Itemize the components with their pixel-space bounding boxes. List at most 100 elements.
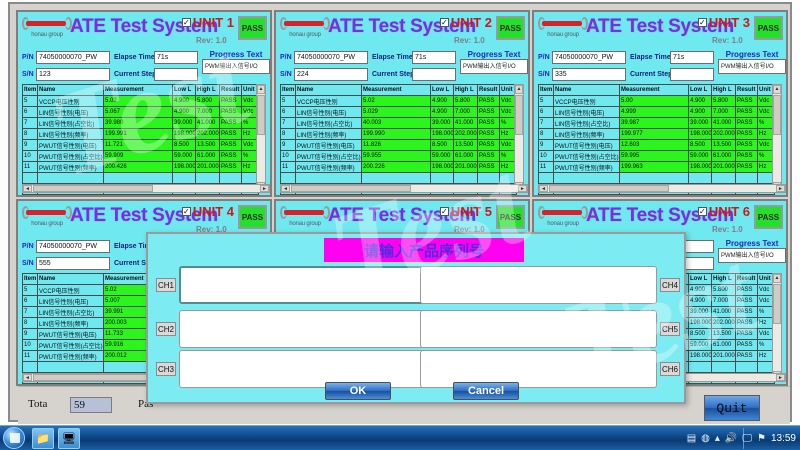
cell-result: PASS bbox=[735, 350, 758, 362]
column-header[interactable]: Item bbox=[22, 273, 38, 285]
cancel-button[interactable]: Cancel bbox=[453, 382, 519, 400]
unit-checkbox[interactable]: ✓ bbox=[181, 18, 191, 27]
progress-text: PWM输出入信号I/O bbox=[460, 59, 528, 74]
ch2-input[interactable] bbox=[179, 310, 434, 348]
column-header[interactable]: Result bbox=[735, 273, 758, 285]
scroll-right-icon[interactable]: ► bbox=[776, 185, 785, 192]
pn-field[interactable]: 74050000070_PW bbox=[552, 51, 626, 64]
column-header[interactable]: Low L bbox=[688, 273, 712, 285]
column-header[interactable]: Result bbox=[477, 84, 500, 96]
start-button-icon[interactable] bbox=[3, 427, 25, 449]
brand-text: honau group bbox=[289, 221, 321, 227]
scroll-thumb[interactable] bbox=[291, 185, 411, 192]
scroll-left-icon[interactable]: ◄ bbox=[539, 185, 548, 192]
scroll-thumb[interactable] bbox=[515, 95, 523, 135]
folder-icon[interactable]: 📁 bbox=[32, 428, 54, 449]
pn-field[interactable]: 74050000070_PW bbox=[294, 51, 368, 64]
app-icon[interactable]: 🖥 bbox=[58, 428, 80, 449]
column-header[interactable]: Name bbox=[37, 84, 104, 96]
monitor-icon[interactable]: 🖵 bbox=[742, 433, 752, 444]
unit-selector[interactable]: ✓ UNIT 4 bbox=[181, 204, 234, 219]
ch1-input[interactable] bbox=[179, 266, 434, 304]
scroll-thumb[interactable] bbox=[549, 185, 669, 192]
scroll-thumb[interactable] bbox=[773, 95, 781, 135]
unit-checkbox[interactable]: ✓ bbox=[697, 18, 707, 27]
cell-high-limit: 13.500 bbox=[195, 139, 220, 151]
column-header[interactable]: Item bbox=[280, 84, 296, 96]
sn-field[interactable]: 555 bbox=[36, 257, 110, 270]
scroll-up-icon[interactable]: ▲ bbox=[773, 274, 781, 283]
unit-checkbox[interactable]: ✓ bbox=[697, 207, 707, 216]
ch4-input[interactable] bbox=[420, 266, 657, 304]
ch3-input[interactable] bbox=[179, 350, 434, 388]
scroll-right-icon[interactable]: ► bbox=[260, 185, 269, 192]
unit-selector[interactable]: ✓ UNIT 3 bbox=[697, 15, 750, 30]
progress-text: PWM输出入信号I/O bbox=[718, 248, 786, 263]
volume-icon[interactable]: 🔊 bbox=[724, 433, 738, 444]
cell-item: 11 bbox=[22, 161, 38, 173]
timing-column: Elapse Time(s)71s Current Step bbox=[630, 50, 714, 84]
column-header[interactable]: Measurement bbox=[619, 84, 689, 96]
network-icon[interactable]: ▤ bbox=[686, 433, 697, 444]
scroll-up-icon[interactable]: ▲ bbox=[773, 85, 781, 94]
globe-icon[interactable]: ◍ bbox=[701, 433, 710, 444]
column-header[interactable]: Low L bbox=[688, 84, 712, 96]
column-header[interactable]: Item bbox=[538, 84, 554, 96]
ok-button[interactable]: OK bbox=[325, 382, 391, 400]
column-header[interactable]: Measurement bbox=[361, 84, 431, 96]
unit-checkbox[interactable]: ✓ bbox=[439, 18, 449, 27]
unit-selector[interactable]: ✓ UNIT 5 bbox=[439, 204, 492, 219]
table-horizontal-scrollbar[interactable]: ◄► bbox=[22, 184, 270, 193]
pn-field[interactable]: 74050000070_PW bbox=[36, 51, 110, 64]
sn-field[interactable]: 123 bbox=[36, 68, 110, 81]
column-header[interactable]: Measurement bbox=[103, 84, 173, 96]
sn-field[interactable]: 335 bbox=[552, 68, 626, 81]
cell-measurement: 12.603 bbox=[619, 139, 689, 151]
ch6-input[interactable] bbox=[420, 350, 657, 388]
ch5-input[interactable] bbox=[420, 310, 657, 348]
scroll-left-icon[interactable]: ◄ bbox=[281, 185, 290, 192]
column-header[interactable]: Result bbox=[735, 84, 758, 96]
scroll-left-icon[interactable]: ◄ bbox=[23, 185, 32, 192]
scroll-thumb[interactable] bbox=[773, 284, 781, 324]
column-header[interactable]: Name bbox=[295, 84, 362, 96]
flag-icon[interactable]: ⚑ bbox=[757, 433, 766, 444]
table-vertical-scrollbar[interactable]: ▲▼ bbox=[772, 273, 782, 381]
pn-field[interactable]: 74050000070_PW bbox=[36, 240, 110, 253]
scroll-up-icon[interactable]: ▲ bbox=[515, 85, 523, 94]
scroll-right-icon[interactable]: ► bbox=[518, 185, 527, 192]
cell-name: PWUT信号性别(频率) bbox=[37, 161, 104, 173]
unit-checkbox[interactable]: ✓ bbox=[439, 207, 449, 216]
unit-selector[interactable]: ✓ UNIT 6 bbox=[697, 204, 750, 219]
quit-button[interactable]: Quit bbox=[704, 395, 760, 421]
cell-high-limit: 202.000 bbox=[711, 128, 736, 140]
unit-checkbox[interactable]: ✓ bbox=[181, 207, 191, 216]
column-header[interactable]: High L bbox=[195, 84, 220, 96]
column-header[interactable]: High L bbox=[453, 84, 478, 96]
scroll-thumb[interactable] bbox=[33, 185, 153, 192]
scroll-up-icon[interactable]: ▲ bbox=[257, 85, 265, 94]
column-header[interactable]: Result bbox=[219, 84, 242, 96]
scroll-right-icon[interactable]: ► bbox=[776, 374, 785, 381]
scroll-left-icon[interactable]: ◄ bbox=[23, 374, 32, 381]
column-header[interactable]: High L bbox=[711, 273, 736, 285]
table-horizontal-scrollbar[interactable]: ◄► bbox=[538, 184, 786, 193]
scroll-thumb[interactable] bbox=[257, 95, 265, 135]
scroll-thumb[interactable] bbox=[33, 374, 153, 381]
column-header[interactable]: Item bbox=[22, 84, 38, 96]
column-header[interactable]: Low L bbox=[172, 84, 196, 96]
column-header[interactable]: Name bbox=[37, 273, 104, 285]
table-vertical-scrollbar[interactable]: ▲▼ bbox=[514, 84, 524, 192]
table-horizontal-scrollbar[interactable]: ◄► bbox=[280, 184, 528, 193]
column-header[interactable]: High L bbox=[711, 84, 736, 96]
table-vertical-scrollbar[interactable]: ▲▼ bbox=[256, 84, 266, 192]
column-header[interactable]: Low L bbox=[430, 84, 454, 96]
chevron-up-icon[interactable]: ▴ bbox=[714, 433, 720, 444]
cell-measurement: 59.955 bbox=[361, 150, 431, 162]
sn-field[interactable]: 224 bbox=[294, 68, 368, 81]
taskbar-clock[interactable]: 13:59 bbox=[770, 433, 796, 444]
unit-selector[interactable]: ✓ UNIT 1 bbox=[181, 15, 234, 30]
column-header[interactable]: Name bbox=[553, 84, 620, 96]
unit-selector[interactable]: ✓ UNIT 2 bbox=[439, 15, 492, 30]
table-vertical-scrollbar[interactable]: ▲▼ bbox=[772, 84, 782, 192]
